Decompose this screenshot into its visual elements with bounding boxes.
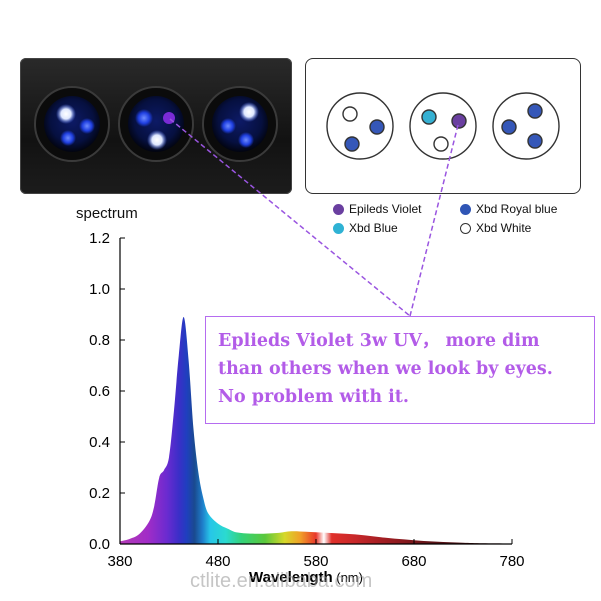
legend-item-xbd-white: Xbd White — [460, 221, 531, 235]
x-tick-label: 780 — [499, 553, 524, 570]
diagram-pod-left — [326, 92, 394, 160]
x-axis-label: Wavelength (nm) — [249, 569, 363, 586]
y-tick-label: 0.8 — [89, 332, 110, 349]
plot-area — [120, 317, 512, 544]
spectrum-label: spectrum — [76, 205, 138, 222]
led-pod-right — [202, 86, 278, 162]
legend-swatch — [460, 222, 471, 234]
y-tick-label: 1.0 — [89, 281, 110, 298]
callout-line-2: than others when we look by eyes. — [218, 359, 553, 379]
x-tick-label: 580 — [303, 553, 328, 570]
violet-led-callout: Eplieds Violet 3w UV， more dim than othe… — [205, 316, 595, 424]
legend-label: Xbd White — [476, 221, 532, 235]
legend-label: Epileds Violet — [349, 202, 422, 216]
led-layout-drawing — [326, 92, 560, 160]
y-tick-label: 1.2 — [89, 230, 110, 247]
led-layout-diagram — [305, 58, 581, 194]
spectrum-area — [120, 317, 512, 544]
led-pod-middle — [118, 86, 194, 162]
connector-from-diagram — [409, 124, 459, 317]
legend-item-xbd-royal-blue: Xbd Royal blue — [460, 202, 557, 216]
y-tick-label: 0.2 — [89, 485, 110, 502]
legend-swatch — [460, 203, 471, 215]
chart-axes: 0.0 0.2 0.4 0.6 0.8 1.0 1.2 380 480 580 680 780 Wave… — [89, 230, 524, 586]
x-tick-label: 480 — [205, 553, 230, 570]
legend-item-epileds-violet: Epileds Violet — [333, 202, 422, 216]
callout-line-1: Eplieds Violet 3w UV， more dim — [218, 331, 540, 351]
diagram-pod-right — [492, 92, 560, 160]
legend-item-xbd-blue: Xbd Blue — [333, 221, 398, 235]
diagram-pod-middle — [409, 92, 477, 160]
y-tick-label: 0.6 — [89, 383, 110, 400]
y-tick-label: 0.4 — [89, 434, 110, 451]
legend-label: Xbd Royal blue — [476, 202, 558, 216]
x-tick-label: 380 — [107, 553, 132, 570]
connector-from-fixture — [169, 118, 411, 317]
y-tick-label: 0.0 — [89, 536, 110, 553]
led-pod-left — [34, 86, 110, 162]
fixture-drawing — [34, 86, 278, 162]
led-fixture-photo — [20, 58, 292, 194]
watermark: ctlite.en.alibaba.com — [190, 570, 373, 592]
legend-label: Xbd Blue — [349, 221, 398, 235]
callout-line-3: No problem with it. — [218, 387, 409, 407]
legend-swatch — [333, 222, 344, 234]
x-tick-label: 680 — [401, 553, 426, 570]
legend-swatch — [333, 203, 344, 215]
